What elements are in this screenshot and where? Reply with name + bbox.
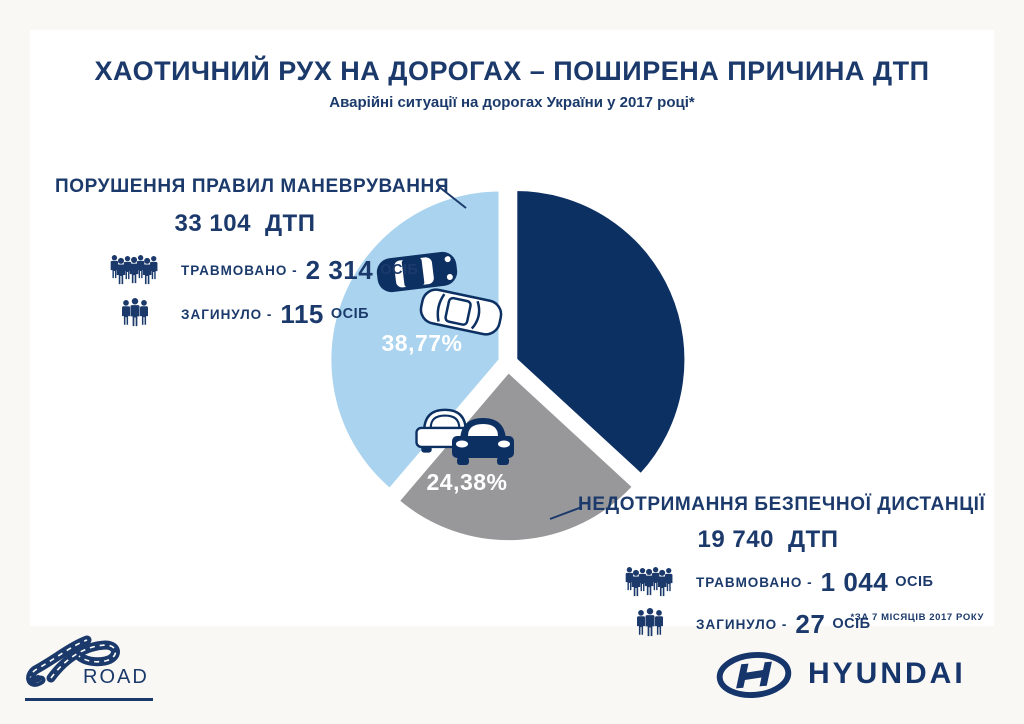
distance-injured-row: ТРАВМОВАНО - 1 044 ОСІБ [618, 566, 978, 598]
killed-unit: ОСІБ [330, 306, 370, 322]
killed-label: ЗАГИНУЛО - [181, 306, 273, 322]
distance-total-unit: ДТП [787, 526, 839, 553]
distance-total: 19 740 ДТП [578, 526, 958, 554]
hyundai-logo: HYUNDAI [716, 650, 996, 705]
killed-people-icon [122, 298, 148, 327]
distance-slice-label: 24,38% [426, 469, 508, 495]
h-road-logo-icon [26, 635, 120, 687]
h-road-underline [25, 698, 153, 701]
maneuvering-slice-label: 38,77% [381, 330, 463, 356]
killed-people-icon [637, 608, 663, 637]
injured-value: 2 314 [305, 254, 374, 285]
injured-people-icon [110, 255, 158, 285]
distance-total-value: 19 740 [697, 526, 774, 553]
pie-chart: 38,77% 24,38% [317, 172, 699, 554]
killed-label: ЗАГИНУЛО - [696, 616, 788, 632]
pie-slice-other-unlabeled [514, 188, 688, 477]
pie-chart-svg [328, 188, 688, 544]
page-subtitle: Аварійні ситуації на дорогах України у 2… [329, 94, 695, 111]
injured-label: ТРАВМОВАНО - [696, 574, 813, 590]
page-title: ХАОТИЧНИЙ РУХ НА ДОРОГАХ – ПОШИРЕНА ПРИЧ… [94, 56, 930, 86]
distance-stats-block: НЕДОТРИМАННЯ БЕЗПЕЧНОЇ ДИСТАНЦІЇ 19 740 Д… [578, 494, 986, 640]
injured-label: ТРАВМОВАНО - [181, 262, 298, 278]
killed-value: 27 [795, 608, 826, 639]
maneuvering-total: 33 104 ДТП [55, 210, 435, 238]
distance-heading: НЕДОТРИМАННЯ БЕЗПЕЧНОЇ ДИСТАНЦІЇ [578, 494, 986, 515]
tailgating-cars-icon [415, 408, 514, 465]
injured-unit: ОСІБ [380, 262, 419, 278]
maneuvering-killed-row: ЗАГИНУЛО - 115 ОСІБ [103, 298, 445, 330]
h-road-wordmark: ROAD [83, 666, 149, 688]
pie-slice-safe-distance-violation [396, 370, 635, 544]
maneuvering-cars-icon [376, 251, 503, 336]
maneuvering-injured-row: ТРАВМОВАНО - 2 314 ОСІБ [103, 254, 445, 286]
maneuvering-stats-block: ПОРУШЕННЯ ПРАВИЛ МАНЕВРУВАННЯ 33 104 ДТП … [55, 176, 450, 330]
h-road-logo: ROAD [25, 634, 175, 706]
hyundai-logo-icon [716, 652, 792, 698]
maneuvering-total-unit: ДТП [264, 210, 316, 237]
injured-unit: ОСІБ [895, 574, 934, 590]
footnote: *ЗА 7 МІСЯЦІВ 2017 РОКУ [850, 612, 984, 623]
hyundai-wordmark: HYUNDAI [808, 657, 966, 690]
distance-killed-row: ЗАГИНУЛО - 27 ОСІБ [618, 608, 978, 640]
injured-people-icon [625, 567, 673, 597]
killed-value: 115 [280, 298, 324, 329]
injured-value: 1 044 [820, 566, 889, 597]
maneuvering-total-value: 33 104 [174, 210, 251, 237]
maneuvering-heading: ПОРУШЕННЯ ПРАВИЛ МАНЕВРУВАННЯ [55, 176, 450, 197]
killed-unit: ОСІБ [832, 616, 871, 632]
